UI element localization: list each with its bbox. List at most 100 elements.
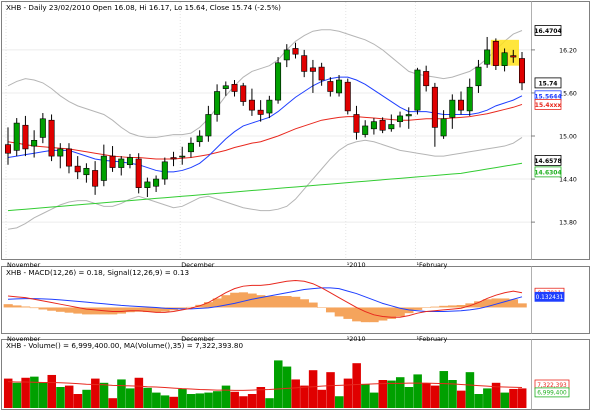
macd-histogram-bar <box>378 307 388 321</box>
candle-body <box>161 161 168 180</box>
price-x-tick-label: ¹February <box>416 261 447 269</box>
candle-body <box>222 85 229 89</box>
volume-bar <box>378 380 388 408</box>
macd-histogram-bar <box>108 307 118 315</box>
volume-bar <box>213 391 222 408</box>
macd-x-tick-label: ¹February <box>416 335 447 343</box>
candle-body <box>248 99 255 111</box>
candle-body <box>283 49 290 61</box>
volume-bar <box>125 388 135 408</box>
volume-bar <box>413 374 422 408</box>
candle-body <box>492 40 499 66</box>
macd-histogram-bar <box>73 307 83 314</box>
price-tag-label: 15.5644 <box>534 93 561 100</box>
macd-histogram-bar <box>230 292 240 308</box>
volume-bar <box>56 387 65 408</box>
candle-body <box>231 84 238 92</box>
volume-bar <box>3 378 13 408</box>
candle-body <box>144 181 151 188</box>
price-tag-box <box>534 77 562 89</box>
candle-body <box>266 99 273 114</box>
volume-bar <box>186 394 196 408</box>
volume-bar <box>30 376 39 408</box>
price-tag-label: 15.74 <box>539 80 558 87</box>
candle-body <box>327 81 334 92</box>
volume-bar <box>517 388 527 408</box>
volume-bar <box>387 380 396 408</box>
macd-histogram-bar <box>134 307 144 312</box>
volume-bar <box>491 382 501 408</box>
volume-bar <box>64 385 74 408</box>
volume-ma-polyline <box>7 381 523 391</box>
volume-bar <box>422 383 431 408</box>
macd-histogram-bar <box>291 296 301 308</box>
candle-body <box>118 158 125 168</box>
price-tag-label: 15.4xxx <box>535 102 562 109</box>
macd-histogram-bar <box>352 307 362 322</box>
candle-body <box>214 91 221 115</box>
macd-x-tick-label: ¹2010 <box>347 335 366 343</box>
volume-bar <box>82 389 91 408</box>
macd-histogram-bar <box>12 305 22 308</box>
macd-histogram-bar <box>247 293 257 308</box>
macd-histogram-bar <box>447 305 458 308</box>
price-y-tick-label: 13.80 <box>559 220 577 227</box>
volume-bar <box>439 371 449 408</box>
candle-body <box>92 170 99 187</box>
macd-histogram-bar <box>282 296 292 308</box>
candle-body <box>170 157 177 160</box>
volume-tag-box <box>534 387 570 398</box>
price-y-tick-label: 15.00 <box>559 134 577 141</box>
macd-histogram-bar <box>334 307 344 317</box>
volume-panel-title: XHB - Volume() = 6,999,400.00, MA(Volume… <box>6 341 243 350</box>
macd-histogram-bar <box>386 307 397 319</box>
macd-histogram-bar <box>325 307 336 313</box>
volume-bar <box>500 392 510 408</box>
macd-histogram-bar <box>317 307 327 308</box>
macd-tag-box <box>534 291 565 302</box>
volume-bar <box>247 394 257 408</box>
candle-body <box>39 118 46 138</box>
candle-body <box>336 79 343 94</box>
price-y-tick-label: 15.60 <box>559 90 577 97</box>
candle-body <box>196 135 203 143</box>
macd-panel-title: XHB - MACD(12,26) = 0.18, Signal(12,26,9… <box>6 268 189 277</box>
price-tag-box <box>534 99 562 110</box>
candle-body <box>518 58 526 84</box>
macd-histogram-bar <box>456 305 466 308</box>
macd-histogram-bar <box>3 304 13 308</box>
macd-histogram-bar <box>204 302 214 308</box>
volume-bar <box>265 398 274 408</box>
macd-histogram-bar <box>256 295 266 308</box>
candle-body <box>153 178 160 187</box>
candle-body <box>466 86 473 112</box>
macd-tag-label: 0.132431 <box>536 295 564 301</box>
macd-histogram-bar <box>491 298 501 308</box>
bollinger-lower-line <box>7 137 523 230</box>
volume-bar <box>195 393 205 408</box>
macd-histogram-bar <box>430 306 440 308</box>
volume-bar <box>178 388 187 408</box>
candle-body <box>65 148 72 167</box>
volume-ma-line <box>7 381 523 391</box>
volume-bar <box>474 394 483 408</box>
macd-histogram-bar <box>482 299 492 308</box>
macd-histogram-bar <box>474 301 484 308</box>
candle-body <box>109 155 116 168</box>
volume-bar <box>334 396 344 408</box>
volume-bar <box>352 363 361 408</box>
macd-histogram-bar <box>500 298 510 308</box>
volume-bar <box>38 382 48 408</box>
macd-histogram-bar <box>265 296 275 308</box>
candle-body <box>126 157 133 166</box>
candle-body <box>205 114 212 137</box>
candle-body <box>414 69 421 111</box>
macd-x-tick-labels: November December ¹2010 ¹February <box>7 335 448 343</box>
price-tags: 16.4704 15.74 15.5644 15.4xxx 14.6578 14.6304 <box>534 25 562 178</box>
macd-histogram-bar <box>343 307 353 319</box>
price-panel-title: XHB - Daily 23/02/2010 Open 16.08, Hi 16… <box>6 3 281 12</box>
volume-bar <box>326 372 335 408</box>
price-y-tick-labels: 16.20 15.60 15.00 14.40 13.80 <box>531 47 577 227</box>
price-y-tick-label: 14.40 <box>559 177 577 184</box>
